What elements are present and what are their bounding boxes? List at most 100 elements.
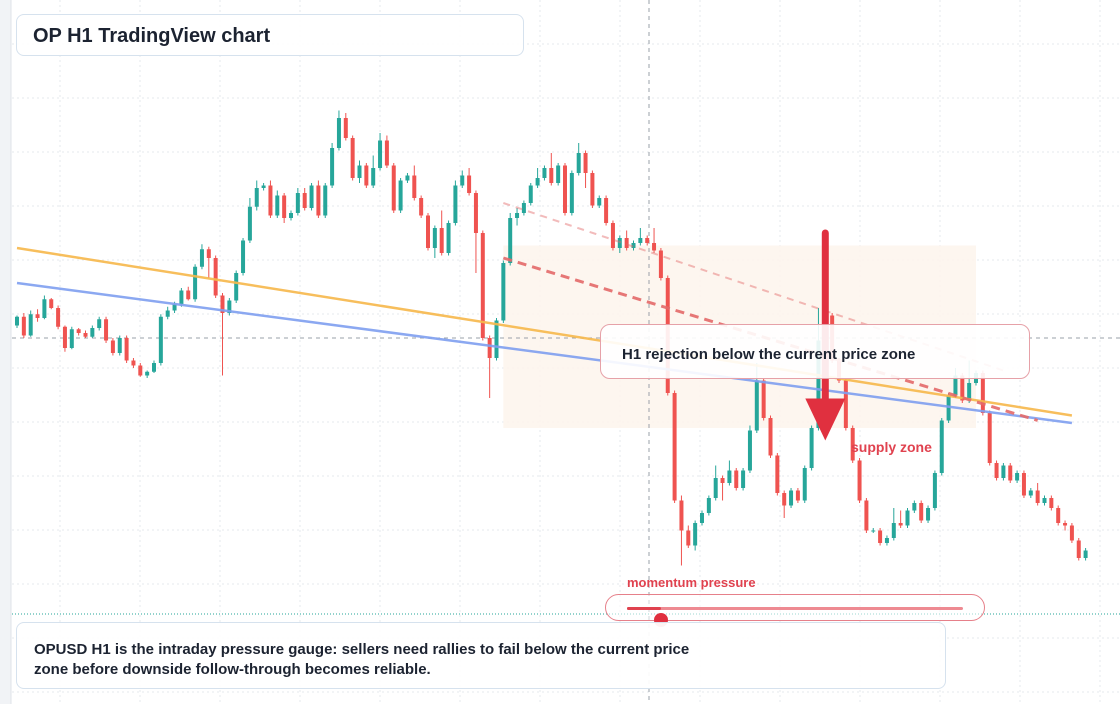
- bullish-candle: [158, 316, 163, 363]
- bearish-candle: [186, 290, 191, 300]
- bullish-candle: [227, 300, 232, 313]
- bullish-candle: [254, 188, 259, 207]
- bullish-candle: [932, 473, 937, 508]
- bearish-candle: [960, 375, 965, 401]
- supply-zone-label: supply zone: [851, 439, 932, 455]
- bearish-candle: [343, 118, 348, 138]
- bullish-candle: [905, 510, 910, 526]
- gauge-fill: [627, 607, 661, 610]
- bearish-candle: [426, 215, 430, 248]
- bearish-candle: [980, 373, 985, 413]
- bearish-candle: [467, 175, 472, 193]
- bullish-candle: [152, 363, 156, 372]
- bearish-candle: [124, 338, 129, 361]
- bullish-candle: [295, 193, 300, 213]
- bullish-candle: [802, 468, 807, 501]
- bullish-candle: [432, 228, 437, 248]
- bullish-candle: [330, 148, 335, 186]
- bullish-candle: [535, 178, 540, 186]
- bearish-candle: [473, 193, 478, 233]
- bearish-candle: [302, 193, 307, 208]
- bullish-candle: [693, 523, 698, 546]
- bullish-candle: [1083, 550, 1088, 558]
- bullish-candle: [556, 165, 561, 183]
- blue-trendline: [16, 281, 1073, 425]
- bearish-candle: [850, 428, 855, 461]
- bullish-candle: [569, 173, 574, 213]
- bullish-candle: [508, 218, 513, 263]
- bullish-candle: [453, 185, 458, 223]
- bullish-candle: [953, 375, 958, 396]
- bullish-candle: [289, 213, 293, 218]
- bullish-candle: [946, 395, 951, 421]
- resistance-dashed-line: [503, 202, 1004, 372]
- bullish-candle: [597, 198, 602, 206]
- bearish-candle: [782, 493, 787, 506]
- chart-frame-left: [0, 0, 11, 704]
- bearish-candle: [624, 238, 629, 248]
- bearish-candle: [994, 463, 999, 478]
- rejection-callout: H1 rejection below the current price zon…: [600, 324, 1030, 379]
- bearish-candle: [35, 314, 40, 318]
- bearish-candle: [583, 153, 588, 173]
- bullish-candle: [501, 263, 506, 321]
- bullish-candle: [460, 175, 465, 186]
- bullish-candle: [15, 316, 19, 326]
- bearish-candle: [590, 173, 595, 206]
- bearish-candle: [138, 365, 143, 376]
- bearish-candle: [412, 175, 417, 198]
- bullish-candle: [809, 428, 814, 468]
- bullish-candle: [90, 328, 95, 337]
- bearish-candle: [1035, 490, 1040, 503]
- analysis-note-card: OPUSD H1 is the intraday pressure gauge:…: [16, 622, 946, 689]
- momentum-pressure-gauge: [605, 594, 985, 627]
- bullish-candle: [727, 470, 732, 483]
- bearish-candle: [83, 333, 88, 337]
- bullish-candle: [165, 310, 170, 317]
- bullish-candle: [1015, 473, 1020, 481]
- bearish-candle: [610, 223, 615, 248]
- bearish-candle: [1021, 473, 1026, 496]
- bullish-candle: [446, 223, 451, 253]
- bearish-candle: [878, 530, 883, 543]
- bearish-candle: [672, 393, 677, 501]
- bearish-candle: [419, 198, 424, 216]
- bearish-candle: [220, 295, 225, 313]
- rejection-callout-text: H1 rejection below the current price zon…: [622, 346, 916, 363]
- bullish-candle: [706, 498, 711, 513]
- bullish-candle: [193, 266, 198, 300]
- bullish-candle: [371, 168, 376, 186]
- bearish-candle: [843, 380, 848, 428]
- bearish-candle: [919, 503, 924, 521]
- bullish-candle: [28, 314, 33, 336]
- bullish-candle: [42, 299, 47, 318]
- bearish-candle: [761, 380, 766, 418]
- bearish-candle: [645, 238, 650, 243]
- bullish-candle: [117, 338, 122, 353]
- bearish-candle: [987, 413, 992, 463]
- chart-title-card: OP H1 TradingView chart: [16, 14, 524, 56]
- gauge-track: [627, 607, 963, 627]
- bullish-candle: [747, 430, 752, 471]
- bullish-candle: [891, 523, 896, 538]
- bearish-candle: [21, 316, 26, 336]
- bullish-candle: [789, 490, 794, 506]
- bullish-candle: [336, 118, 341, 148]
- bearish-candle: [864, 500, 869, 531]
- bullish-candle: [275, 195, 280, 216]
- bullish-candle: [617, 238, 622, 248]
- bullish-candle: [97, 319, 102, 328]
- bearish-candle: [1056, 508, 1061, 523]
- bearish-candle: [131, 360, 136, 366]
- bearish-candle: [480, 233, 485, 338]
- bullish-candle: [494, 320, 499, 358]
- analysis-note: OPUSD H1 is the intraday pressure gauge:…: [34, 641, 690, 678]
- bearish-candle: [658, 250, 663, 278]
- bullish-candle: [967, 383, 972, 401]
- bearish-candle: [316, 185, 321, 216]
- bullish-candle: [884, 538, 889, 543]
- bearish-candle: [563, 165, 567, 213]
- bearish-candle: [1049, 498, 1054, 508]
- down-arrow-head: [805, 398, 846, 441]
